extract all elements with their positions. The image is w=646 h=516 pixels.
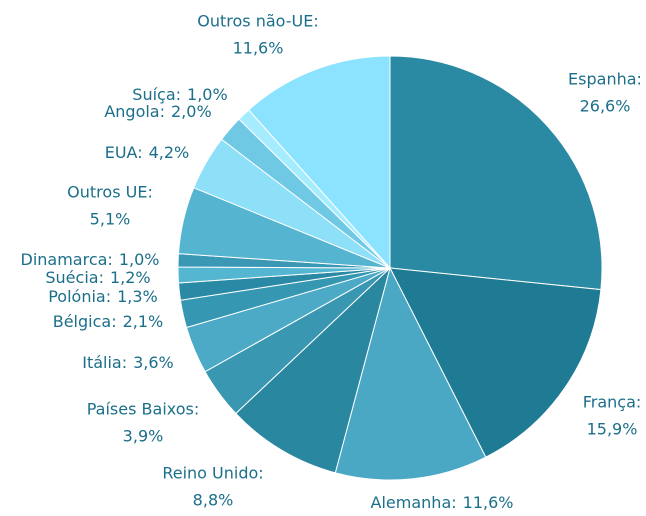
slice-label: Dinamarca:	[21, 250, 113, 269]
slice-value-label: 15,9%	[587, 420, 638, 439]
slice-label: Polónia:	[48, 287, 111, 306]
slice-value-label: 1,2%	[110, 268, 151, 287]
slice-label-group: EUA: 4,2%	[105, 143, 190, 162]
slice-value-label: 2,0%	[171, 102, 212, 121]
slice-label: Itália:	[82, 353, 127, 372]
slice-value-label: 1,3%	[117, 287, 158, 306]
slice-value-label: 5,1%	[90, 210, 131, 229]
slice-label-group: Dinamarca: 1,0%	[21, 250, 160, 269]
pie-slice	[235, 266, 391, 474]
slice-value-label: 11,6%	[233, 39, 284, 58]
slice-label: Outros UE:	[67, 183, 153, 202]
slice-label: Angola:	[104, 102, 165, 121]
slice-label-group: Bélgica: 2,1%	[53, 312, 164, 331]
slice-label-group: Suécia: 1,2%	[45, 268, 150, 287]
slice-label-group: Angola: 2,0%	[104, 102, 211, 121]
slice-label: Reino Unido:	[162, 464, 263, 483]
pie-slice	[247, 55, 391, 270]
slice-value-label: 1,0%	[187, 85, 228, 104]
slice-value-label: 1,0%	[119, 250, 160, 269]
slice-value-label: 11,6%	[463, 493, 514, 512]
slice-value-label: 3,9%	[123, 427, 164, 446]
slice-label-group: Polónia: 1,3%	[48, 287, 158, 306]
slice-label: Suécia:	[45, 268, 104, 287]
pie-slice	[389, 55, 603, 291]
slice-label: Espanha:	[568, 70, 642, 89]
slice-label: Bélgica:	[53, 312, 117, 331]
slice-value-label: 2,1%	[123, 312, 164, 331]
slice-label-group: Suíça: 1,0%	[132, 85, 227, 104]
pie-slice	[389, 267, 602, 458]
slice-value-label: 26,6%	[580, 97, 631, 116]
slice-label-group: Itália: 3,6%	[82, 353, 174, 372]
slice-label: França:	[583, 393, 642, 412]
slice-value-label: 4,2%	[149, 143, 190, 162]
pie-slice	[334, 266, 487, 481]
slice-label-group: Alemanha: 11,6%	[371, 493, 514, 512]
slice-label: Países Baixos:	[87, 400, 200, 419]
slice-value-label: 8,8%	[193, 491, 234, 510]
slice-label: Outros não-UE:	[197, 12, 318, 31]
slice-value-label: 3,6%	[133, 353, 174, 372]
slice-label: EUA:	[105, 143, 143, 162]
slice-label: Alemanha:	[371, 493, 457, 512]
slice-label: Suíça:	[132, 85, 181, 104]
